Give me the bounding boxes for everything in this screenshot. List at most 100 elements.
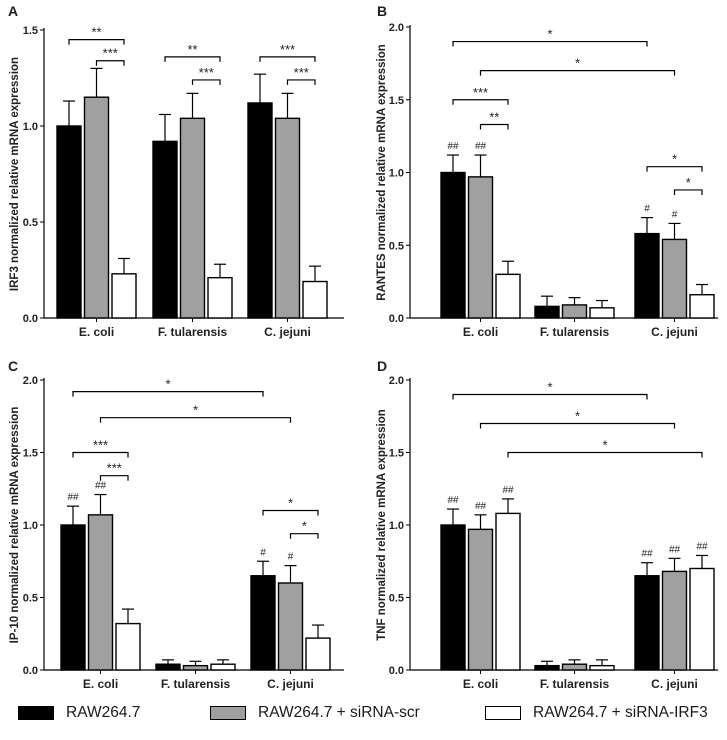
- bar: [152, 140, 178, 319]
- significance-label: *: [547, 380, 552, 395]
- y-tick-label: 1.0: [389, 520, 404, 532]
- significance-bracket-long: [507, 451, 703, 458]
- bar: [210, 663, 236, 671]
- panel-a-chart: A 0.0 0.5 1.0 1.5 IRF3 normalized relative mR…: [8, 3, 344, 339]
- legend-swatch-raw264: [18, 706, 54, 720]
- significance-label: *: [193, 403, 198, 418]
- significance-label: *: [602, 438, 607, 453]
- significance-bracket-long: [452, 40, 648, 47]
- legend-item-sirna-irf3: RAW264.7 + siRNA-IRF3: [485, 703, 708, 723]
- y-axis-title: TNF normalized relative mRNA expression: [376, 409, 388, 641]
- bar: [467, 176, 494, 319]
- significance-mark: ##: [696, 541, 708, 552]
- bar: [182, 664, 209, 671]
- x-tick-label: E. coli: [463, 677, 498, 691]
- bar: [302, 280, 328, 319]
- x-tick-label: F. tularensis: [540, 325, 610, 339]
- bar: [111, 273, 137, 319]
- significance-label: **: [91, 25, 101, 40]
- x-tick-label: F. tularensis: [161, 677, 231, 691]
- significance-mark: ##: [67, 492, 79, 503]
- y-tick-label: 1.5: [23, 25, 38, 37]
- bar: [634, 575, 660, 671]
- y-tick-label: 0.0: [389, 313, 404, 325]
- x-tick-label: C. jejuni: [651, 677, 698, 691]
- bar: [83, 96, 110, 319]
- bar: [661, 238, 688, 319]
- significance-label: ***: [93, 438, 108, 453]
- significance-label: ***: [199, 65, 214, 80]
- significance-bracket-long: [99, 417, 292, 423]
- panel-letter: B: [377, 3, 387, 19]
- legend-swatch-sirna-scr: [210, 706, 246, 720]
- bar: [495, 273, 521, 319]
- significance-bracket: [479, 123, 509, 130]
- significance-mark: ##: [95, 481, 107, 492]
- significance-bracket: [673, 189, 703, 195]
- panel-letter: C: [8, 358, 18, 374]
- significance-label: *: [302, 519, 307, 534]
- bar: [534, 664, 560, 671]
- significance-bracket: [262, 509, 319, 516]
- bar: [247, 102, 273, 319]
- bar: [589, 307, 615, 319]
- x-tick-label: E. coli: [83, 677, 118, 691]
- bar: [305, 637, 331, 671]
- significance-bracket: [68, 39, 125, 45]
- bar: [534, 305, 560, 319]
- x-tick-label: F. tularensis: [158, 325, 228, 339]
- significance-mark: #: [260, 547, 266, 558]
- x-tick-label: E. coli: [463, 325, 498, 339]
- significance-mark: ##: [502, 485, 514, 496]
- y-tick-label: 0.5: [23, 217, 38, 229]
- significance-mark: #: [288, 552, 294, 563]
- y-tick-label: 2.0: [389, 22, 404, 34]
- significance-mark: ##: [447, 495, 459, 506]
- significance-label: *: [547, 27, 552, 42]
- bar: [274, 117, 301, 319]
- significance-mark: #: [644, 204, 650, 215]
- bar: [634, 232, 660, 319]
- y-tick-label: 1.0: [23, 121, 38, 133]
- significance-mark: #: [672, 209, 678, 220]
- significance-bracket: [191, 79, 221, 85]
- y-tick-label: 0.0: [389, 665, 404, 677]
- panel-letter: A: [8, 3, 18, 19]
- bar: [250, 575, 276, 671]
- significance-bracket-long: [452, 393, 648, 400]
- bar: [179, 117, 206, 319]
- legend-label-sirna-scr: RAW264.7 + siRNA-scr: [258, 704, 420, 721]
- bar: [467, 528, 494, 671]
- y-tick-label: 0.5: [23, 593, 38, 605]
- significance-mark: ##: [669, 544, 681, 555]
- panel-c-chart: C 0.0 0.5 1.0 1.5 2.0 IP-10 normalized relativ…: [8, 358, 344, 691]
- y-tick-label: 0.0: [23, 665, 38, 677]
- significance-label: ***: [473, 85, 488, 100]
- significance-bracket: [452, 99, 509, 105]
- y-tick-label: 0.5: [389, 593, 404, 605]
- bar: [277, 582, 304, 671]
- bar: [661, 570, 688, 671]
- y-tick-label: 0.5: [389, 240, 404, 252]
- significance-label: ***: [280, 42, 295, 57]
- bar: [689, 567, 715, 671]
- significance-bracket: [289, 533, 319, 539]
- significance-label: ***: [103, 46, 118, 61]
- legend-label-sirna-irf3: RAW264.7 + siRNA-IRF3: [533, 704, 708, 721]
- significance-label: *: [165, 377, 170, 392]
- x-tick-label: C. jejuni: [651, 325, 698, 339]
- significance-mark: ##: [447, 141, 459, 152]
- y-tick-label: 1.5: [23, 448, 38, 460]
- significance-bracket: [646, 166, 703, 172]
- y-tick-label: 1.0: [389, 168, 404, 180]
- significance-label: *: [575, 409, 580, 424]
- significance-bracket-long: [479, 70, 676, 76]
- legend-item-raw264: RAW264.7: [18, 703, 140, 723]
- legend-swatch-sirna-irf3: [485, 706, 521, 720]
- significance-label: *: [686, 175, 691, 190]
- bar: [561, 663, 588, 671]
- significance-bracket-long: [72, 391, 264, 397]
- legend-label-raw264: RAW264.7: [66, 704, 141, 721]
- y-axis-title: IP-10 normalized relative mRNA expressio…: [9, 407, 21, 644]
